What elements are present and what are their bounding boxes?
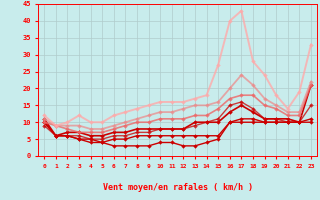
X-axis label: Vent moyen/en rafales ( km/h ): Vent moyen/en rafales ( km/h ) xyxy=(103,183,252,192)
